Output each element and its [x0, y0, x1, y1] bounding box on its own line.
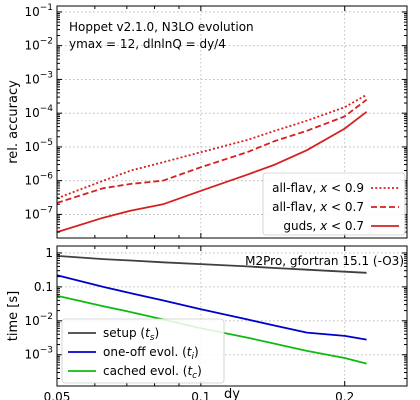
accuracy-panel: 10−1 10−2 10−3 10−4 10−5 10−6 10−7 Hoppet v2.1… [6, 3, 408, 239]
timing-panel: 1 0.1 10−2 10−3 0.05 0.1 0.2 M2Pro, gfortran 1… [6, 245, 408, 400]
timing-legend-label-0: setup (ts) [103, 326, 159, 343]
accuracy-plot-frame [56, 5, 408, 239]
timing-legend: setup (ts) one-off evol. (ti) cached evol.… [61, 318, 225, 384]
timing-plot-frame [56, 245, 408, 387]
accuracy-legend-box [262, 172, 406, 236]
timing-y-tick-label: 10−2 [24, 312, 53, 328]
accuracy-y-tick-label: 10−1 [24, 3, 53, 19]
timing-annotation: M2Pro, gfortran 15.1 (-O3) [245, 254, 404, 268]
x-tick-label: 0.1 [191, 390, 210, 400]
accuracy-y-tick-label: 10−2 [24, 37, 53, 53]
timing-y-tick-label: 1 [45, 246, 53, 260]
accuracy-series-line-0 [56, 94, 368, 200]
timing-legend-label-1: one-off evol. (ti) [103, 345, 199, 362]
accuracy-y-tick-label: 10−7 [24, 205, 53, 221]
x-tick-label: 0.2 [335, 390, 354, 400]
accuracy-y-tick-label: 10−3 [24, 70, 53, 86]
accuracy-legend-label-2: guds, x < 0.7 [283, 219, 364, 233]
timing-y-tick-label: 0.1 [34, 280, 53, 294]
timing-y-axis-title: time [s] [6, 291, 21, 341]
accuracy-series-line-2 [56, 111, 368, 233]
accuracy-annotation-line-1: Hoppet v2.1.0, N3LO evolution [69, 20, 254, 34]
timing-y-tick-label: 10−3 [24, 346, 53, 362]
timing-legend-box [61, 318, 225, 384]
accuracy-y-tick-label: 10−6 [24, 172, 53, 188]
x-tick-label: 0.05 [44, 390, 71, 400]
x-axis-title: dy [224, 387, 240, 400]
timing-legend-label-2: cached evol. (tc) [103, 364, 202, 381]
accuracy-y-tick-label: 10−5 [24, 138, 53, 154]
accuracy-legend: all-flav, x < 0.9 all-flav, x < 0.7 guds, … [262, 172, 406, 236]
accuracy-series-line-1 [56, 98, 368, 204]
accuracy-y-axis-title: rel. accuracy [6, 80, 21, 164]
accuracy-series [56, 94, 368, 233]
accuracy-y-tick-label: 10−4 [24, 104, 53, 120]
accuracy-annotation-line-2: ymax = 12, dlnlnQ = dy/4 [69, 37, 226, 51]
accuracy-legend-label-1: all-flav, x < 0.7 [272, 200, 364, 214]
timing-series-line-0 [56, 255, 367, 274]
timing-series-line-1 [56, 274, 367, 341]
accuracy-legend-label-0: all-flav, x < 0.9 [272, 181, 364, 195]
